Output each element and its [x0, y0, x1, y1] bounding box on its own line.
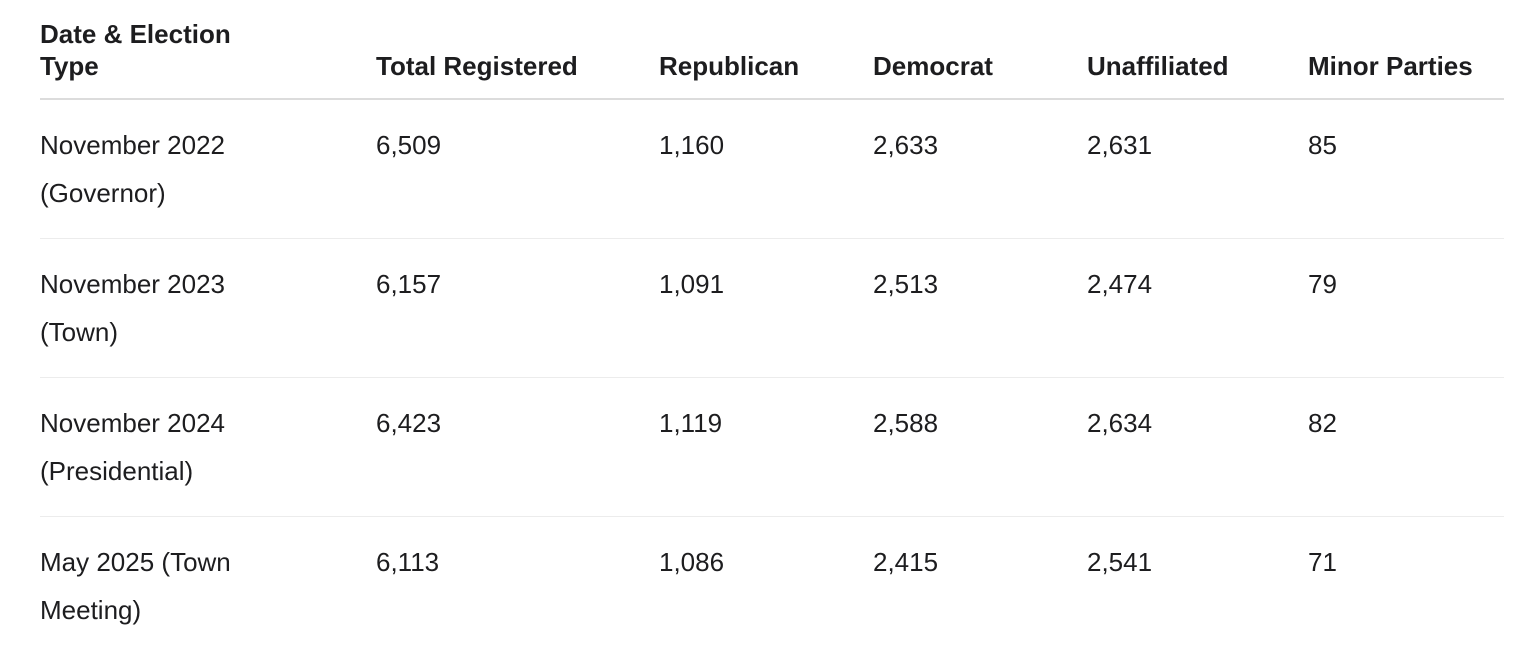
table-row: May 2025 (Town Meeting) 6,113 1,086 2,415 2,…	[40, 517, 1504, 656]
table-row: November 2024 (Presidential) 6,423 1,119 2,…	[40, 377, 1504, 517]
count-cell: 6,423	[376, 377, 659, 517]
count-cell: 2,415	[873, 547, 939, 577]
column-header: Minor Parties	[1308, 0, 1504, 100]
table-body: November 2022 (Governor) 6,509 1,160 2,633 2…	[40, 99, 1504, 655]
column-header: Total Registered	[376, 0, 659, 100]
count-cell: 2,474	[1087, 238, 1308, 378]
registration-table: Date & Election Type Total Registered Repu…	[40, 0, 1504, 655]
count-cell: 1,160	[659, 99, 873, 239]
table-row: November 2022 (Governor) 6,509 1,160 2,633 2…	[40, 99, 1504, 239]
count-cell: 85	[1308, 99, 1504, 239]
column-header: Unaffiliated	[1087, 0, 1308, 100]
count-cell: 82	[1308, 377, 1504, 517]
election-cell: November 2023 (Town)	[40, 238, 376, 378]
election-cell: November 2022 (Governor)	[40, 99, 376, 239]
count-cell: 2,541	[1087, 547, 1153, 577]
table-row: November 2023 (Town) 6,157 1,091 2,513 2,474…	[40, 238, 1504, 378]
count-cell: 2,633	[873, 99, 1087, 239]
count-cell: 1,091	[659, 238, 873, 378]
column-header: Republican	[659, 0, 873, 100]
count-cell: 1,119	[659, 377, 873, 517]
column-header: Democrat	[873, 0, 1087, 100]
election-cell: November 2024 (Presidential)	[40, 377, 376, 517]
count-cell: 6,509	[376, 99, 659, 239]
count-cell: 6,157	[376, 238, 659, 378]
column-header: Date & Election Type	[40, 0, 376, 100]
count-cell: 2,631	[1087, 99, 1308, 239]
election-cell: May 2025 (Town Meeting)	[40, 547, 231, 625]
count-cell: 2,588	[873, 377, 1087, 517]
count-cell: 6,113	[376, 547, 440, 577]
count-cell: 2,513	[873, 238, 1087, 378]
table-header: Date & Election Type Total Registered Repu…	[40, 0, 1504, 100]
count-cell: 79	[1308, 238, 1504, 378]
count-cell: 71	[1308, 547, 1337, 577]
count-cell: 1,086	[659, 547, 725, 577]
count-cell: 2,634	[1087, 377, 1308, 517]
header-row: Date & Election Type Total Registered Repu…	[40, 0, 1504, 100]
